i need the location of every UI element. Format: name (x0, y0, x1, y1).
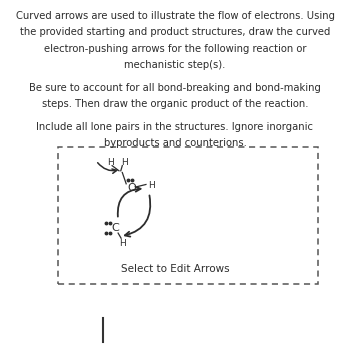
Text: byproducts and counterions.: byproducts and counterions. (104, 138, 246, 148)
Text: H: H (121, 158, 128, 167)
Text: O: O (127, 183, 136, 193)
Text: Curved arrows are used to illustrate the flow of electrons. Using: Curved arrows are used to illustrate the… (15, 11, 335, 21)
Text: H: H (119, 239, 126, 248)
Text: Include all lone pairs in the structures. Ignore inorganic: Include all lone pairs in the structures… (36, 122, 314, 132)
Text: Select to Edit Arrows: Select to Edit Arrows (121, 264, 229, 274)
Bar (58, 147, 317, 284)
Text: H: H (148, 181, 155, 190)
Text: H: H (107, 158, 114, 167)
Text: Be sure to account for all bond-breaking and bond-making: Be sure to account for all bond-breaking… (29, 83, 321, 93)
Text: electron-pushing arrows for the following reaction or: electron-pushing arrows for the followin… (44, 44, 306, 54)
Text: steps. Then draw the organic product of the reaction.: steps. Then draw the organic product of … (42, 99, 308, 109)
Text: the provided starting and product structures, draw the curved: the provided starting and product struct… (20, 27, 330, 37)
Text: mechanistic step(s).: mechanistic step(s). (124, 60, 226, 70)
Text: C: C (111, 223, 119, 233)
